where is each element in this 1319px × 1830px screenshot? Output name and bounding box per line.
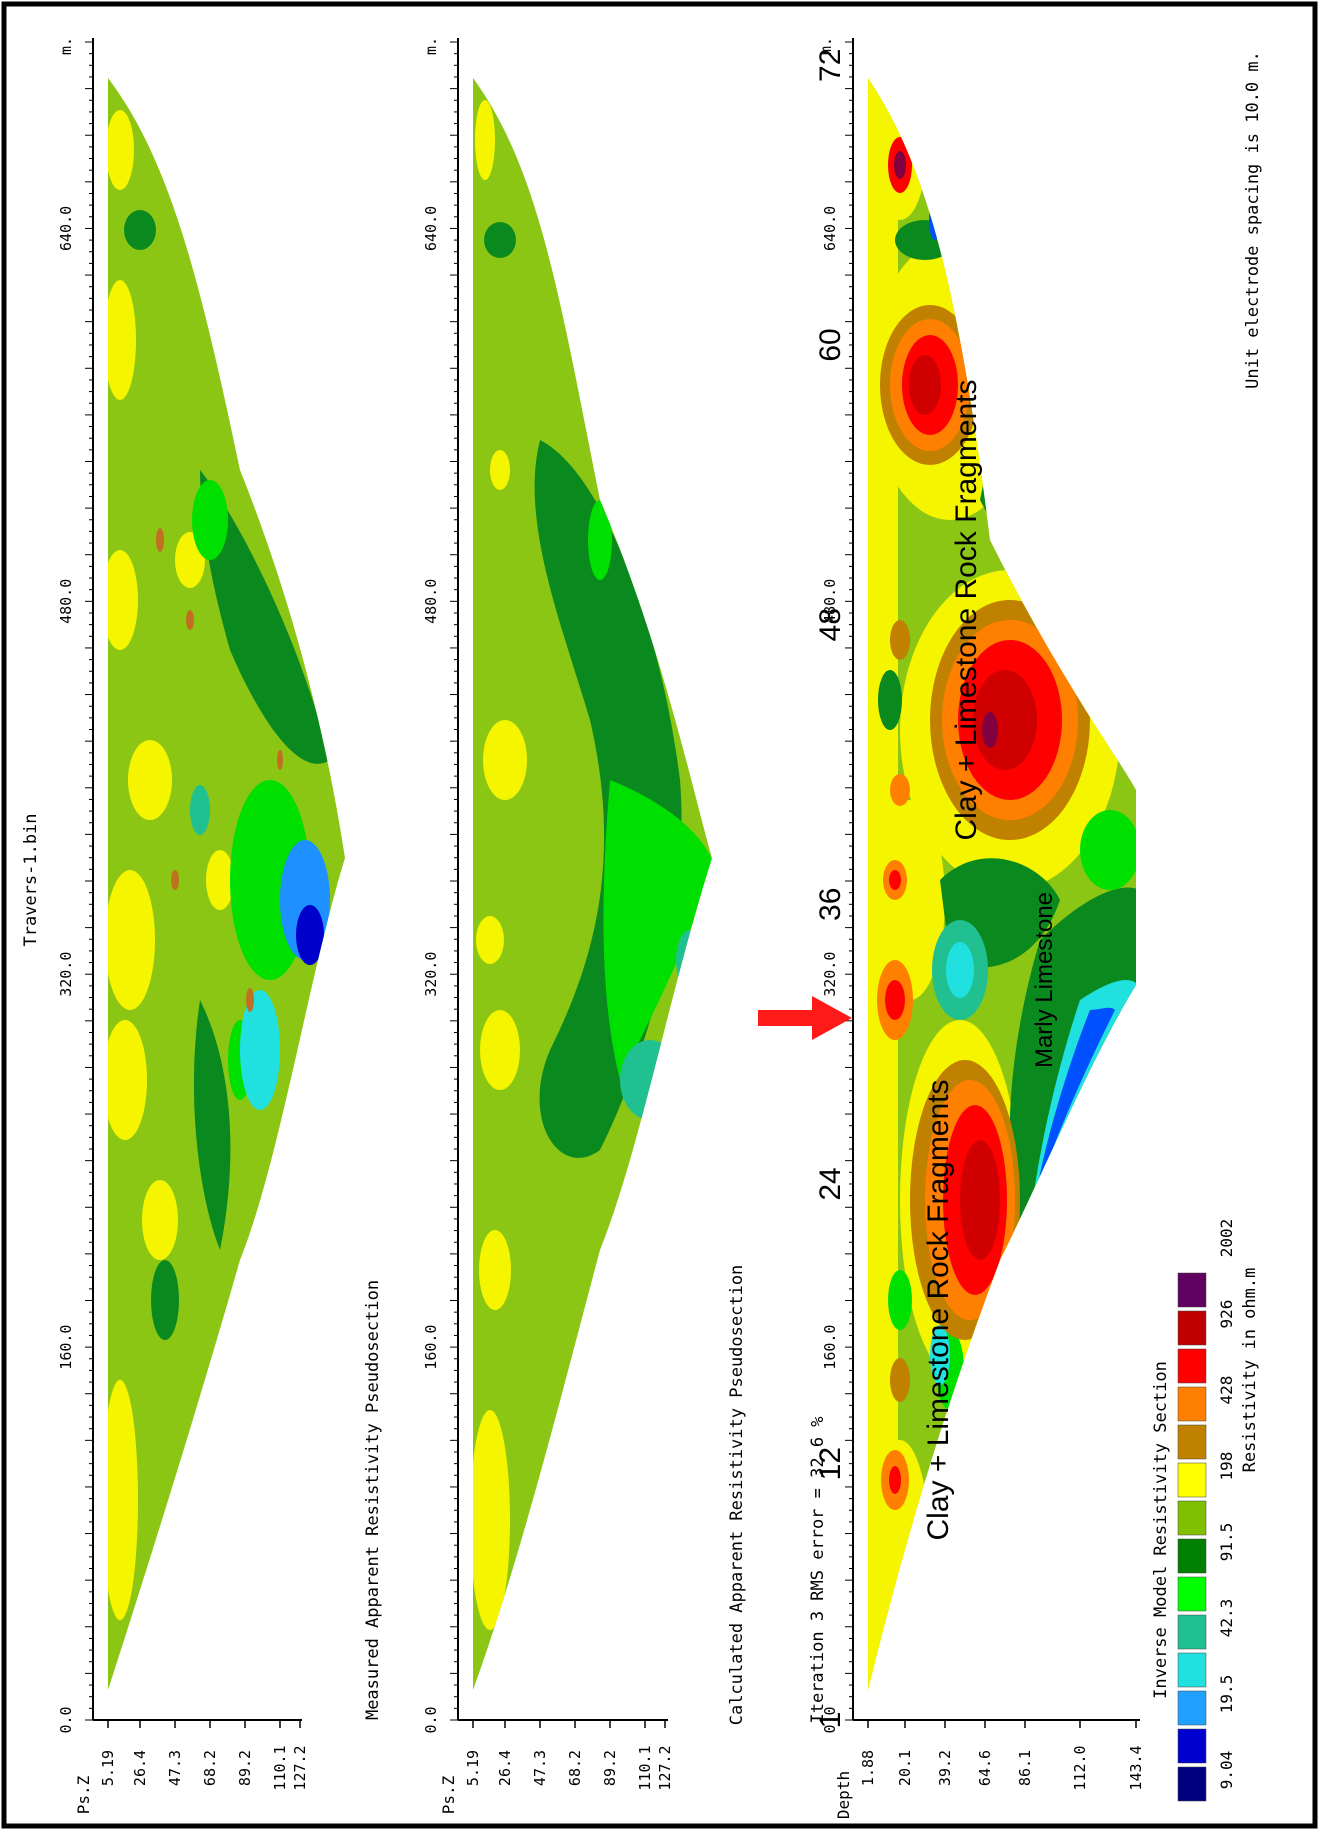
distance-tick-label: 160.0 xyxy=(422,1325,440,1370)
depth-tick-label: 68.2 xyxy=(566,1750,584,1786)
depth-tick-label: 47.3 xyxy=(531,1750,549,1786)
distance-tick-label: 160.0 xyxy=(821,1325,839,1370)
file-title: Travers-1.bin xyxy=(21,813,41,946)
distance-tick-label: 480.0 xyxy=(821,579,839,624)
distance-tick-label: 320.0 xyxy=(57,952,75,997)
depth-tick-label: 64.6 xyxy=(976,1750,994,1786)
distance-tick-label: 480.0 xyxy=(422,579,440,624)
depth-axis-title: Ps.Z xyxy=(439,1775,458,1814)
legend-swatch xyxy=(1177,1576,1207,1612)
distance-tick-label: 640.0 xyxy=(821,206,839,251)
depth-tick-label: 20.1 xyxy=(896,1750,914,1786)
legend-value-label: 9.04 xyxy=(1217,1751,1236,1790)
legend-swatch xyxy=(1177,1538,1207,1574)
distance-tick-label: 640.0 xyxy=(57,206,75,251)
legend-swatch xyxy=(1177,1690,1207,1726)
legend: 9.04 19.5 42.3 91.5 198 428 926 2002 xyxy=(1177,1219,1236,1802)
legend-value-label: 42.3 xyxy=(1217,1599,1236,1638)
panel-measured-title: Measured Apparent Resistivity Pseudosect… xyxy=(363,1280,383,1720)
depth-tick-label: 5.19 xyxy=(99,1750,117,1786)
depth-tick-label: 26.4 xyxy=(131,1750,149,1786)
distance-tick-label: 0.0 xyxy=(422,1706,440,1733)
depth-tick-label: 86.1 xyxy=(1016,1750,1034,1786)
depth-tick-label: 127.2 xyxy=(291,1745,309,1790)
distance-tick-label: 640.0 xyxy=(422,206,440,251)
annotation-clay-upper: Clay + Limestone Rock Fragments xyxy=(950,379,983,840)
legend-swatch xyxy=(1177,1348,1207,1384)
depth-tick-label: 89.2 xyxy=(236,1750,254,1786)
distance-tick-label: 320.0 xyxy=(422,952,440,997)
legend-value-label: 428 xyxy=(1217,1376,1236,1405)
depth-tick-label: 112.0 xyxy=(1071,1745,1089,1790)
depth-tick-label: 89.2 xyxy=(601,1750,619,1786)
distance-unit-label: m. xyxy=(57,37,75,55)
distance-tick-label: 0.0 xyxy=(821,1706,839,1733)
depth-axis-title: Depth xyxy=(834,1771,853,1819)
legend-title: Inverse Model Resistivity Section xyxy=(1151,1361,1171,1699)
electrode-number-label: 60 xyxy=(814,328,847,361)
electrode-number-label: 48 xyxy=(814,608,847,641)
legend-swatch xyxy=(1177,1386,1207,1422)
electrode-number-label: 72 xyxy=(814,49,847,82)
legend-swatch xyxy=(1177,1424,1207,1460)
legend-value-label: 2002 xyxy=(1217,1219,1236,1258)
annotation-marly-limestone: Marly Limestone xyxy=(1031,892,1058,1068)
depth-axis-title: Ps.Z xyxy=(74,1775,93,1814)
depth-tick-label: 110.1 xyxy=(271,1745,289,1790)
distance-tick-label: 320.0 xyxy=(821,952,839,997)
depth-tick-label: 5.19 xyxy=(464,1750,482,1786)
electrode-number-label: 24 xyxy=(814,1167,847,1200)
depth-tick-label: 1.88 xyxy=(859,1750,877,1786)
depth-tick-label: 39.2 xyxy=(936,1750,954,1786)
distance-unit-label: m. xyxy=(817,37,835,55)
red-arrow-marker xyxy=(758,996,852,1040)
spacing-note: Unit electrode spacing is 10.0 m. xyxy=(1243,51,1263,389)
depth-tick-label: 68.2 xyxy=(201,1750,219,1786)
legend-swatch xyxy=(1177,1310,1207,1346)
legend-value-label: 19.5 xyxy=(1217,1675,1236,1714)
depth-tick-label: 110.1 xyxy=(636,1745,654,1790)
depth-tick-label: 127.2 xyxy=(656,1745,674,1790)
electrode-number-label: 1 xyxy=(814,1712,847,1729)
legend-swatch xyxy=(1177,1272,1207,1308)
distance-tick-label: 0.0 xyxy=(57,1706,75,1733)
legend-swatch xyxy=(1177,1766,1207,1802)
legend-value-label: 926 xyxy=(1217,1300,1236,1329)
panel-inverse-rms: Iteration 3 RMS error = 32.6 % xyxy=(808,1416,828,1723)
legend-value-label: 198 xyxy=(1217,1452,1236,1481)
depth-tick-label: 143.4 xyxy=(1127,1745,1145,1790)
distance-tick-label: 160.0 xyxy=(57,1325,75,1370)
distance-tick-label: 480.0 xyxy=(57,579,75,624)
legend-unit-label: Resistivity in ohm.m xyxy=(1240,1268,1260,1473)
depth-tick-label: 47.3 xyxy=(166,1750,184,1786)
legend-swatch xyxy=(1177,1728,1207,1764)
panel-calculated-title: Calculated Apparent Resistivity Pseudose… xyxy=(727,1265,747,1726)
legend-swatch xyxy=(1177,1614,1207,1650)
distance-unit-label: m. xyxy=(422,37,440,55)
electrode-number-label: 36 xyxy=(814,888,847,921)
electrode-number-label: 12 xyxy=(814,1447,847,1480)
depth-tick-label: 26.4 xyxy=(496,1750,514,1786)
legend-swatch xyxy=(1177,1462,1207,1498)
annotation-clay-lower: Clay + Limestone Rock Fragments xyxy=(922,1079,955,1540)
legend-swatch xyxy=(1177,1500,1207,1536)
legend-value-label: 91.5 xyxy=(1217,1523,1236,1562)
legend-swatch xyxy=(1177,1652,1207,1688)
